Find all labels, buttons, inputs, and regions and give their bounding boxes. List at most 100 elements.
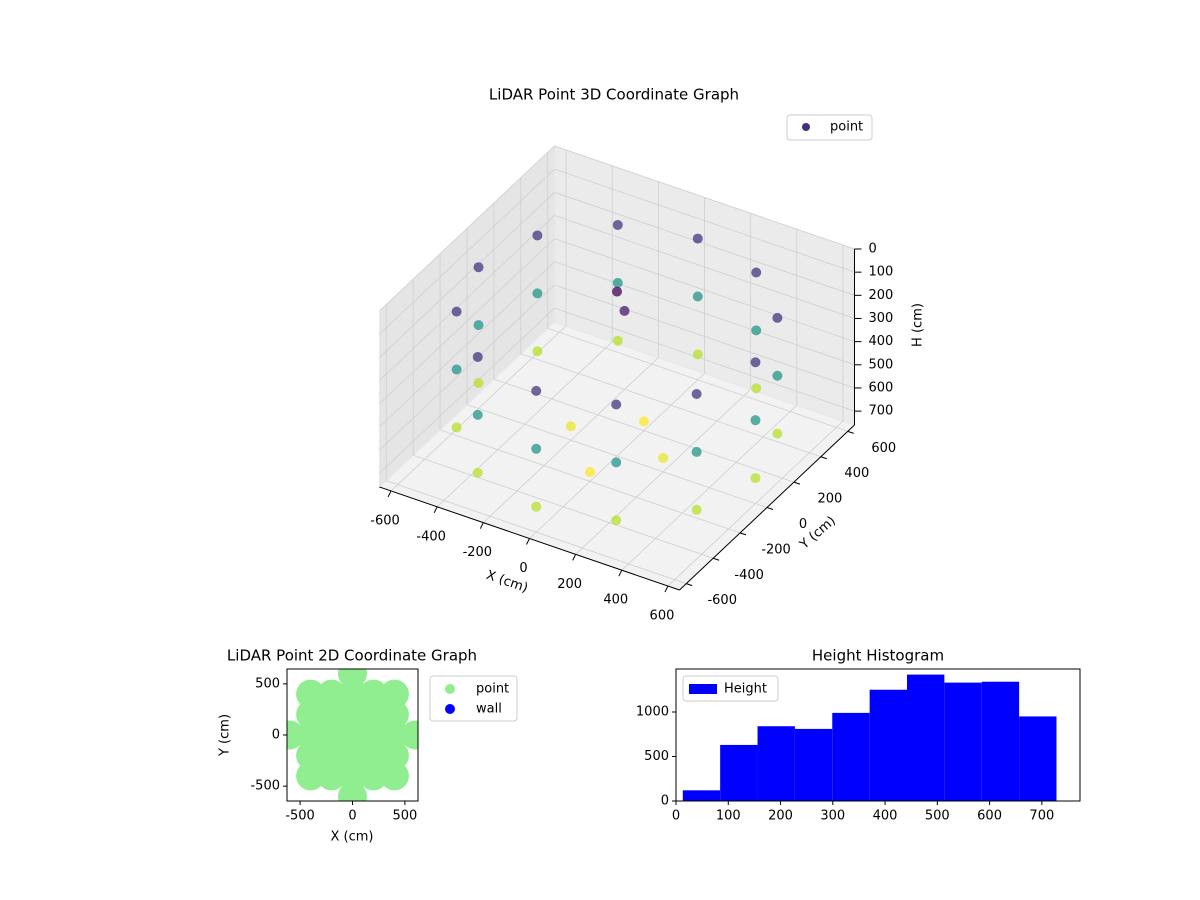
bar bbox=[794, 728, 833, 801]
x-tick-label: 400 bbox=[873, 809, 898, 824]
y-axis bbox=[679, 424, 855, 591]
point bbox=[317, 679, 347, 709]
grid-line bbox=[554, 238, 855, 343]
bar bbox=[682, 790, 721, 801]
y-tick-label: -400 bbox=[734, 568, 764, 583]
z-tick-label: 600 bbox=[869, 380, 894, 395]
x-tick-label: -200 bbox=[463, 545, 493, 560]
y-tick bbox=[739, 532, 747, 536]
point bbox=[532, 230, 543, 241]
x-tick-label: 400 bbox=[603, 593, 628, 608]
legend-marker bbox=[802, 123, 810, 131]
point bbox=[317, 761, 347, 791]
point bbox=[565, 421, 576, 432]
point bbox=[532, 346, 543, 357]
y-tick bbox=[820, 456, 828, 460]
grid-line bbox=[386, 480, 687, 585]
y-tick bbox=[712, 557, 720, 561]
plot-area bbox=[287, 669, 418, 801]
bar bbox=[1019, 716, 1057, 801]
point bbox=[531, 385, 542, 396]
point bbox=[379, 720, 409, 750]
x-tick bbox=[526, 538, 530, 545]
legend-label: point bbox=[476, 682, 509, 697]
bar bbox=[757, 726, 795, 801]
grid-line bbox=[379, 307, 555, 474]
point bbox=[692, 349, 703, 360]
z-tick-label: 0 bbox=[869, 242, 877, 257]
grid-line bbox=[554, 307, 855, 412]
y-tick-label: 200 bbox=[818, 492, 843, 507]
point bbox=[619, 305, 630, 316]
y-tick-label: 600 bbox=[871, 441, 896, 456]
x-tick-label: 300 bbox=[820, 809, 845, 824]
z-tick-label: 700 bbox=[869, 404, 894, 419]
x-tick-label: 500 bbox=[392, 809, 417, 824]
legend-box bbox=[682, 675, 779, 702]
point bbox=[751, 383, 762, 394]
x-tick-label: 500 bbox=[925, 809, 950, 824]
bar bbox=[944, 682, 982, 801]
x-tick bbox=[479, 522, 484, 529]
bar bbox=[869, 689, 908, 801]
point bbox=[750, 473, 761, 484]
y-tick-label: -600 bbox=[707, 593, 737, 608]
bar bbox=[981, 681, 1020, 801]
point bbox=[472, 409, 483, 420]
point bbox=[772, 428, 783, 439]
x-tick-label: 0 bbox=[672, 809, 680, 824]
bar bbox=[832, 712, 870, 801]
y-tick-label: 500 bbox=[255, 676, 280, 691]
point bbox=[612, 219, 623, 230]
point bbox=[379, 679, 409, 709]
point bbox=[338, 700, 367, 730]
point bbox=[612, 286, 622, 297]
x-tick-label: 600 bbox=[650, 609, 675, 624]
point bbox=[691, 504, 702, 515]
chart-title: LiDAR Point 2D Coordinate Graph bbox=[227, 647, 477, 665]
chart-title: LiDAR Point 3D Coordinate Graph bbox=[489, 86, 739, 104]
x-tick-label: 700 bbox=[1029, 809, 1054, 824]
point bbox=[451, 422, 462, 433]
x-axis bbox=[379, 486, 680, 591]
grid-line bbox=[547, 327, 848, 432]
z-tick-label: 100 bbox=[869, 265, 894, 280]
grid-line bbox=[379, 261, 555, 428]
x-tick-label: -600 bbox=[370, 513, 400, 528]
x-tick bbox=[618, 569, 623, 577]
grid-line bbox=[379, 215, 555, 381]
y-tick-label: 1000 bbox=[636, 704, 669, 719]
point bbox=[473, 262, 484, 273]
point bbox=[338, 669, 367, 689]
grid-line bbox=[554, 284, 855, 389]
x-tick-label: 100 bbox=[716, 809, 741, 824]
point bbox=[472, 467, 483, 478]
point bbox=[585, 467, 596, 478]
point bbox=[338, 740, 367, 770]
point bbox=[638, 416, 649, 427]
point bbox=[338, 679, 367, 709]
point bbox=[658, 452, 669, 463]
point bbox=[296, 761, 326, 791]
point bbox=[296, 679, 326, 709]
z-tick-label: 400 bbox=[869, 334, 894, 349]
point bbox=[317, 720, 347, 750]
y-tick-label: 0 bbox=[272, 728, 280, 743]
x-tick-label: 0 bbox=[519, 561, 527, 576]
point bbox=[750, 357, 761, 368]
x-tick-label: -400 bbox=[416, 529, 446, 544]
y-tick bbox=[766, 507, 774, 510]
bar bbox=[907, 674, 945, 801]
point bbox=[531, 443, 542, 454]
grid-line bbox=[554, 191, 855, 296]
point bbox=[531, 501, 542, 512]
y-axis-label: Y (cm) bbox=[218, 714, 233, 757]
point bbox=[379, 700, 409, 730]
x-axis-label: X (cm) bbox=[331, 830, 374, 845]
x-tick-label: 0 bbox=[348, 809, 356, 824]
legend-label: wall bbox=[476, 702, 502, 717]
point bbox=[532, 288, 543, 299]
x-tick bbox=[387, 490, 392, 498]
point bbox=[379, 761, 409, 791]
grid-line bbox=[379, 192, 555, 358]
